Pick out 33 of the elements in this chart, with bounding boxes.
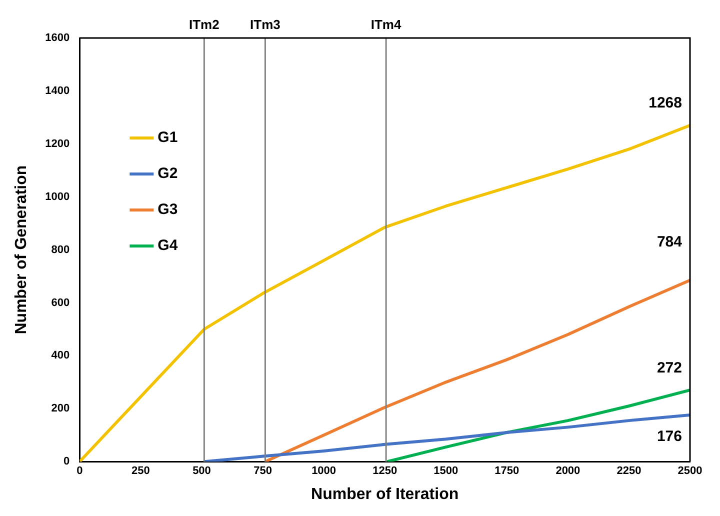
x-tick-label: 1250 — [372, 465, 398, 478]
x-tick-label: 500 — [192, 465, 211, 478]
ref-line-label: ITm2 — [189, 17, 220, 32]
annotation: 272 — [656, 359, 682, 376]
y-tick-label: 600 — [51, 296, 70, 309]
legend-label: G2 — [158, 165, 178, 182]
ref-line-label: ITm3 — [250, 17, 280, 32]
x-tick-label: 2000 — [556, 465, 580, 478]
y-tick-label: 0 — [64, 456, 70, 468]
y-tick-label: 800 — [51, 244, 70, 256]
x-axis-title: Number of Iteration — [311, 486, 459, 503]
y-tick-label: 200 — [51, 402, 70, 415]
y-tick-label: 1200 — [45, 138, 70, 150]
y-tick-label: 400 — [51, 350, 70, 362]
annotation: 176 — [656, 428, 682, 446]
legend-label: G1 — [158, 129, 178, 146]
y-tick-label: 1600 — [45, 32, 70, 44]
ref-line-label: ITm4 — [370, 17, 402, 32]
annotation: 1268 — [648, 94, 682, 112]
x-tick-label: 250 — [132, 465, 150, 478]
x-tick-label: 2250 — [616, 465, 642, 478]
legend-label: G3 — [158, 201, 178, 218]
x-tick-label: 1500 — [434, 465, 458, 478]
y-tick-label: 1000 — [45, 190, 70, 203]
y-tick-label: 1400 — [45, 84, 70, 97]
legend-label: G4 — [158, 237, 178, 254]
x-tick-label: 0 — [76, 465, 83, 478]
x-tick-label: 1000 — [312, 465, 336, 478]
x-tick-label: 2500 — [678, 465, 702, 478]
x-tick-label: 1750 — [494, 465, 520, 478]
x-tick-label: 750 — [254, 465, 272, 478]
y-axis-title: Number of Generation — [13, 165, 30, 334]
annotation: 784 — [656, 233, 683, 250]
